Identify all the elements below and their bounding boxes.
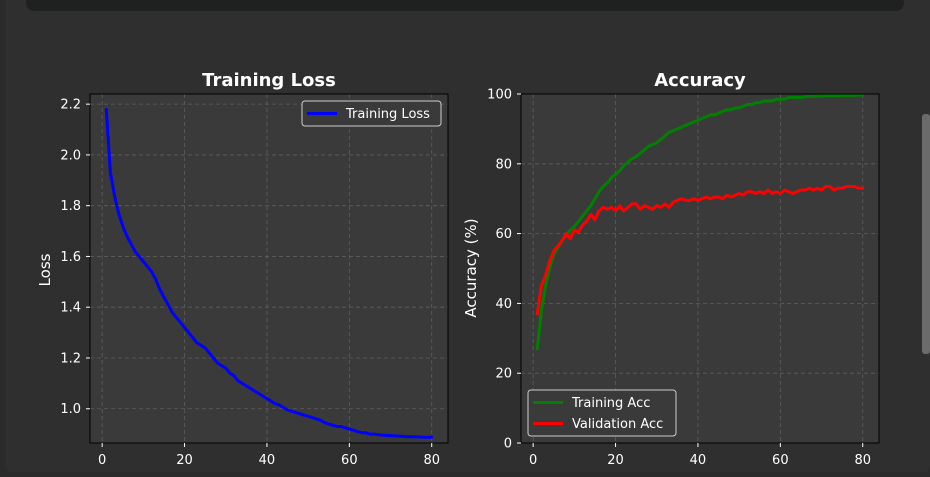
series-line-training-acc — [535, 93, 865, 351]
accuracy-series-lines — [535, 93, 865, 351]
series-line-training-loss — [104, 107, 434, 439]
legend-label-training-loss: Training Loss — [345, 107, 430, 122]
y-tick-label: 1.0 — [60, 402, 81, 417]
y-tick-label: 2.0 — [60, 148, 81, 163]
accuracy-chart: 0 20 40 60 80 0 20 40 60 80 100 Accuracy Accuracy … — [462, 70, 880, 469]
x-tick-label: 60 — [772, 453, 789, 468]
loss-legend-box — [301, 100, 442, 127]
x-tick-label: 80 — [423, 453, 440, 468]
y-tick-label: 40 — [495, 297, 512, 312]
x-tick-label: 20 — [176, 453, 193, 468]
accuracy-plot-frame — [520, 93, 880, 444]
accuracy-plot-area — [521, 94, 879, 443]
top-bar — [26, 0, 904, 11]
y-tick-label: 0 — [504, 437, 512, 452]
accuracy-legend-box — [527, 389, 677, 437]
y-tick-label: 1.4 — [60, 301, 81, 316]
x-tick-label: 0 — [529, 453, 537, 468]
loss-y-axis-label: Loss — [36, 253, 54, 286]
series-line-validation-acc — [535, 185, 865, 316]
x-tick-label: 40 — [690, 453, 707, 468]
loss-plot-area — [90, 94, 448, 443]
legend-label-training-acc: Training Acc — [571, 396, 650, 411]
scrollbar-thumb[interactable] — [922, 114, 930, 354]
y-tick-label: 1.6 — [60, 250, 81, 265]
y-tick-label: 60 — [495, 227, 512, 242]
accuracy-legend: Training Acc Validation Acc — [527, 389, 677, 437]
legend-label-validation-acc: Validation Acc — [572, 417, 663, 432]
y-tick-label: 20 — [495, 367, 512, 382]
x-tick-label: 80 — [854, 453, 871, 468]
x-tick-label: 40 — [259, 453, 276, 468]
y-tick-label: 2.2 — [60, 98, 81, 113]
loss-ticks: 0 20 40 60 80 1.0 1.2 1.4 1.6 1.8 2.0 2.2 — [60, 98, 440, 468]
loss-grid — [90, 94, 448, 443]
loss-chart: 0 20 40 60 80 1.0 1.2 1.4 1.6 1.8 2.0 2.2 Training … — [36, 70, 449, 468]
accuracy-y-axis-label: Accuracy (%) — [462, 218, 480, 317]
loss-series-lines — [104, 107, 434, 439]
loss-chart-title: Training Loss — [202, 70, 336, 91]
accuracy-ticks: 0 20 40 60 80 0 20 40 60 80 100 — [487, 88, 871, 469]
x-tick-label: 60 — [341, 453, 358, 468]
y-tick-label: 1.2 — [60, 351, 81, 366]
x-tick-label: 20 — [607, 453, 624, 468]
loss-plot-frame — [89, 93, 449, 444]
y-tick-label: 100 — [487, 88, 512, 103]
accuracy-chart-title: Accuracy — [654, 70, 746, 91]
y-tick-label: 80 — [495, 157, 512, 172]
y-tick-label: 1.8 — [60, 199, 81, 214]
loss-legend: Training Loss — [301, 100, 442, 127]
x-tick-label: 0 — [98, 453, 106, 468]
